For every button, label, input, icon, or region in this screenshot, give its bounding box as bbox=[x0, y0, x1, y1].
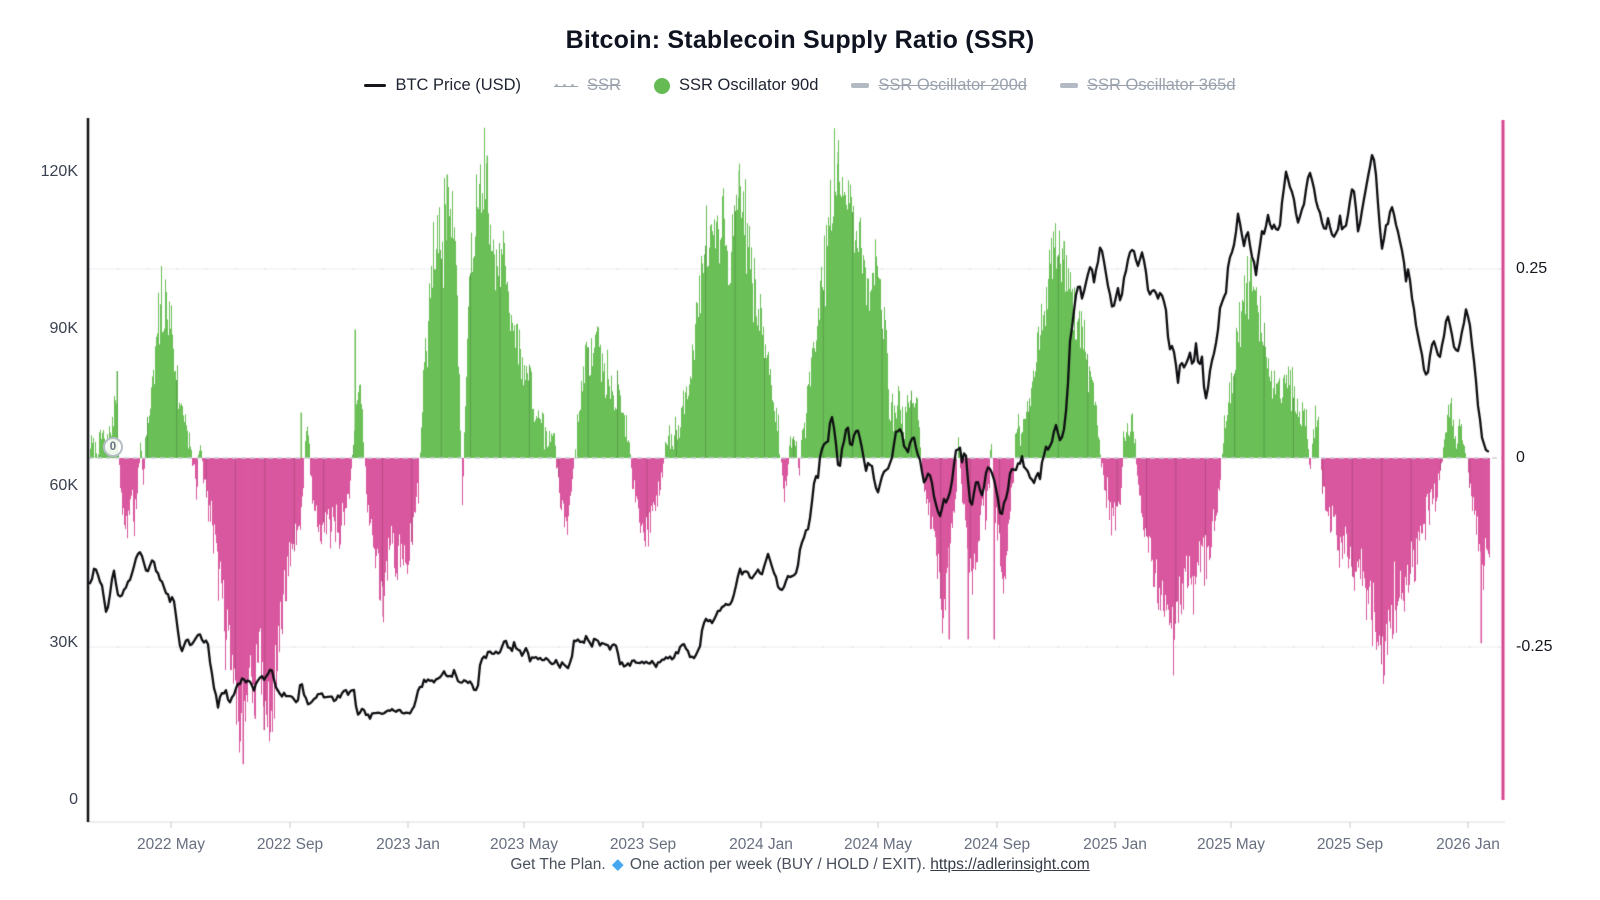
y-axis-right-tick-label: -0.25 bbox=[1516, 638, 1553, 655]
legend: BTC Price (USD) SSR SSR Oscillator 90d S… bbox=[0, 76, 1600, 95]
dotted-line-marker-icon bbox=[554, 81, 578, 91]
x-axis-tick-label: 2022 May bbox=[136, 836, 206, 853]
legend-item-ssr-oscillator-200d[interactable]: SSR Oscillator 200d bbox=[851, 76, 1027, 95]
legend-label: SSR Oscillator 90d bbox=[678, 76, 819, 94]
x-axis-tick-label: 2025 Jan bbox=[1083, 836, 1147, 853]
legend-item-btc-price[interactable]: BTC Price (USD) bbox=[364, 76, 521, 95]
footer: Get The Plan. ◆ One action per week (BUY… bbox=[0, 855, 1600, 874]
y-axis-tick-label: 120K bbox=[40, 163, 78, 180]
footer-text-before: Get The Plan. bbox=[510, 856, 606, 873]
legend-item-ssr[interactable]: SSR bbox=[554, 76, 621, 95]
y-axis-tick-label: 0 bbox=[69, 791, 78, 808]
x-axis-tick-label: 2025 Sep bbox=[1316, 836, 1384, 853]
circle-marker-icon bbox=[653, 77, 670, 94]
legend-label: BTC Price (USD) bbox=[395, 76, 522, 94]
footer-link[interactable]: https://adlerinsight.com bbox=[930, 856, 1090, 873]
legend-label: SSR bbox=[587, 76, 621, 94]
x-axis-tick-label: 2022 Sep bbox=[256, 836, 324, 853]
bar-marker-icon bbox=[851, 83, 870, 88]
footer-text-after: One action per week (BUY / HOLD / EXIT). bbox=[629, 856, 926, 873]
x-axis-tick-label: 2024 Jan bbox=[729, 836, 793, 853]
x-axis-tick-label: 2024 May bbox=[843, 836, 913, 853]
legend-item-ssr-oscillator-90d[interactable]: SSR Oscillator 90d bbox=[653, 76, 819, 95]
y-axis-tick-label: 90K bbox=[49, 320, 78, 337]
line-marker-icon bbox=[364, 84, 387, 87]
x-axis-tick-label: 2026 Jan bbox=[1436, 836, 1500, 853]
y-axis-tick-label: 60K bbox=[49, 477, 78, 494]
chart-title: Bitcoin: Stablecoin Supply Ratio (SSR) bbox=[565, 26, 1035, 54]
diamond-icon: ◆ bbox=[612, 856, 624, 873]
legend-label: SSR Oscillator 365d bbox=[1086, 76, 1236, 94]
x-axis-tick-label: 2023 Jan bbox=[376, 836, 440, 853]
x-axis-tick-label: 2025 May bbox=[1196, 836, 1266, 853]
x-axis-tick-label: 2023 Sep bbox=[609, 836, 677, 853]
bar-marker-icon bbox=[1059, 83, 1078, 88]
x-axis-tick-label: 2023 May bbox=[489, 836, 559, 853]
y-axis-tick-label: 30K bbox=[49, 634, 78, 651]
x-axis-tick-label: 2024 Sep bbox=[963, 836, 1031, 853]
legend-label: SSR Oscillator 200d bbox=[878, 76, 1027, 94]
zero-value-badge: 0 bbox=[103, 437, 123, 457]
y-axis-right-tick-label: 0 bbox=[1516, 449, 1525, 466]
y-axis-right-tick-label: 0.25 bbox=[1516, 260, 1548, 277]
legend-item-ssr-oscillator-365d[interactable]: SSR Oscillator 365d bbox=[1059, 76, 1236, 95]
